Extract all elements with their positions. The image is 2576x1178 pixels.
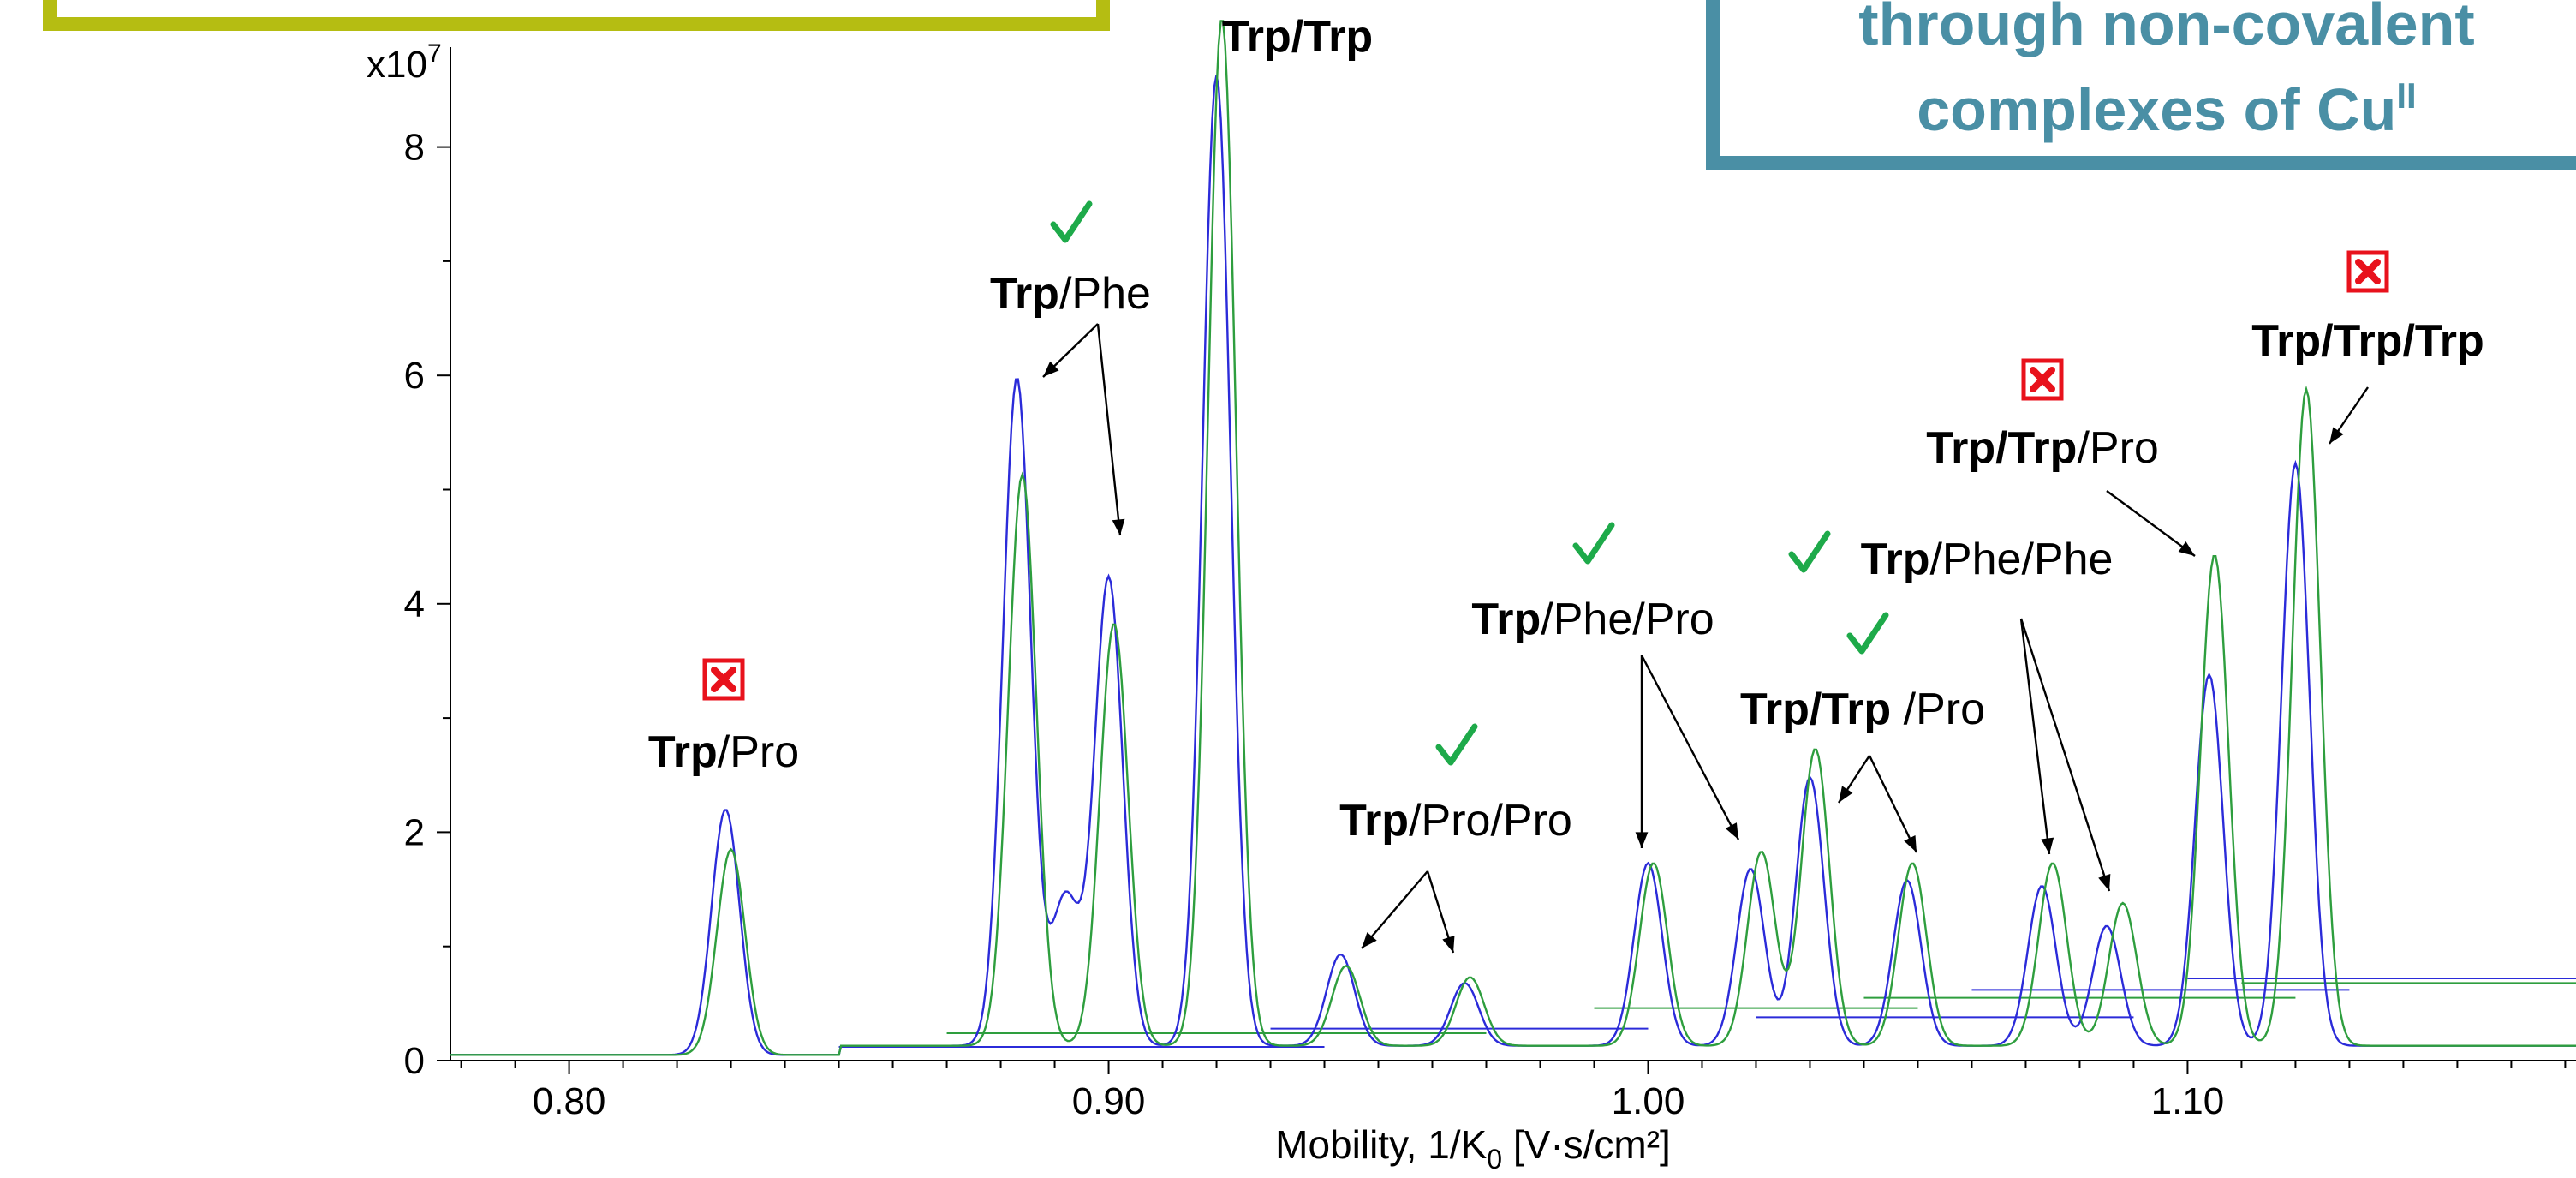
annotation-bold-part: Trp	[1861, 535, 1930, 584]
arrow-shaft	[2019, 618, 2111, 892]
x-axis-title: Mobility, 1/K0 [V·s/cm²]	[1275, 1122, 1671, 1175]
annotation-arrows	[1042, 323, 2369, 954]
arrow-head	[2041, 837, 2054, 854]
y-tick-label: 4	[404, 583, 425, 625]
annotation-label: Trp/Trp /Pro	[1740, 685, 1985, 734]
annotation-label: Trp/Trp/Trp	[2251, 316, 2484, 366]
annotation-bold-part: Trp/Trp/Trp	[2251, 316, 2484, 366]
annotation-arrow	[1096, 323, 1125, 536]
y-multiplier: x107	[367, 39, 442, 86]
callout-line-2-main: complexes of Cu	[1917, 76, 2396, 143]
arrow-head	[2178, 541, 2195, 556]
arrow-head	[1442, 936, 1455, 953]
annotation-bold-part: Trp	[1339, 796, 1409, 846]
cross-glyph	[2030, 367, 2055, 392]
annotation-plain-part: /Pro	[2077, 423, 2158, 473]
x-tick-label: 0.80	[533, 1080, 606, 1122]
annotation-plain-part: /Phe/Pro	[1541, 595, 1714, 644]
annotation-bold-part: Trp	[648, 727, 718, 777]
annotation-arrow	[2019, 618, 2054, 855]
arrow-head	[1904, 835, 1917, 852]
y-tick-label: 6	[404, 355, 425, 397]
annotation-bold-part: Trp/Trp	[1740, 685, 1891, 734]
annotation-plain-part: /Pro/Pro	[1409, 796, 1572, 846]
check-icon	[1572, 522, 1615, 565]
status-marks	[702, 200, 2389, 766]
annotation-label: Trp/Phe/Pro	[1471, 595, 1714, 644]
annotation-bold-part: Trp/Trp	[1222, 12, 1373, 62]
arrow-head	[1362, 932, 1377, 948]
callout-line-2: complexes of CuII	[1917, 75, 2416, 143]
series-line-1	[450, 75, 2576, 1056]
annotation-label: Trp/Trp	[1222, 12, 1373, 62]
check-icon	[1050, 200, 1093, 243]
cross-box-icon	[2021, 358, 2064, 401]
axis-ticks	[437, 146, 2567, 1074]
top-left-frame	[43, 0, 1110, 31]
callout-box	[1706, 0, 2576, 170]
cross-glyph	[711, 667, 736, 692]
arrow-shaft	[1640, 655, 1740, 840]
annotation-label: Trp/Pro/Pro	[1339, 796, 1572, 846]
trace-baselines	[838, 978, 2576, 1049]
x-axis-title-sub: 0	[1487, 1144, 1502, 1175]
arrow-head	[2329, 427, 2344, 444]
peak-annotations: Trp/ProTrp/PheTrp/TrpTrp/Pro/ProTrp/Phe/…	[648, 12, 2484, 846]
callout-line-1: through non-covalent	[1858, 0, 2474, 57]
annotation-bold-part: Trp	[990, 269, 1059, 319]
annotation-label: Trp/Trp/Pro	[1926, 423, 2159, 473]
check-icon	[1435, 723, 1478, 766]
arrow-head	[2098, 874, 2111, 891]
cross-box-icon	[2346, 250, 2389, 293]
y-multiplier-base: x10	[367, 44, 427, 86]
x-axis-title-main: Mobility, 1/K	[1275, 1122, 1487, 1167]
annotation-plain-part: /Pro	[718, 727, 799, 777]
arrow-head	[1043, 361, 1059, 377]
annotation-arrow	[1640, 655, 1740, 840]
series-line-2	[450, 20, 2576, 1056]
arrow-head	[1112, 518, 1125, 535]
y-tick-label: 0	[404, 1040, 425, 1082]
annotation-label: Trp/Phe/Phe	[1861, 535, 2114, 584]
x-tick-label: 1.10	[2151, 1080, 2225, 1122]
x-tick-label: 0.90	[1072, 1080, 1146, 1122]
arrow-shaft	[2019, 618, 2051, 855]
annotation-plain-part: /Pro	[1891, 685, 1985, 734]
cross-glyph	[2355, 259, 2381, 284]
arrow-head	[1635, 832, 1649, 848]
check-icon	[1788, 530, 1831, 573]
annotation-arrow	[2019, 618, 2111, 892]
arrow-shaft	[1361, 870, 1428, 949]
check-icon	[1846, 612, 1889, 655]
x-axis-title-units: [V·s/cm²]	[1502, 1122, 1671, 1167]
annotation-plain-part: /Phe	[1059, 269, 1151, 319]
annotation-label: Trp/Phe	[990, 269, 1151, 319]
y-tick-label: 8	[404, 127, 425, 169]
annotation-plain-part: /Phe/Phe	[1929, 535, 2113, 584]
callout-line-2-sup: II	[2396, 75, 2416, 116]
annotation-arrow	[2106, 490, 2196, 557]
annotation-arrow	[1426, 870, 1455, 954]
annotation-arrow	[1837, 755, 1871, 804]
arrow-shaft	[1868, 755, 1918, 853]
x-tick-label: 1.00	[1612, 1080, 1685, 1122]
annotation-arrow	[1868, 755, 1918, 853]
annotation-arrow	[1635, 655, 1649, 848]
tick-labels: 0 2 4 6 8 0.80 0.90 1.00 1.10	[404, 127, 2225, 1122]
arrow-head	[1839, 786, 1853, 803]
y-multiplier-exp: 7	[427, 39, 442, 68]
arrow-shaft	[1096, 323, 1122, 536]
y-tick-label: 2	[404, 811, 425, 853]
annotation-arrow	[2329, 386, 2369, 445]
annotation-bold-part: Trp/Trp	[1926, 423, 2077, 473]
annotation-arrow	[1042, 323, 1099, 378]
series-traces	[450, 20, 2576, 1056]
annotation-arrow	[1361, 870, 1428, 949]
annotation-label: Trp/Pro	[648, 727, 799, 777]
arrow-shaft	[2106, 490, 2196, 557]
arrow-head	[1725, 822, 1738, 840]
cross-box-icon	[702, 658, 745, 701]
annotation-bold-part: Trp	[1471, 595, 1541, 644]
